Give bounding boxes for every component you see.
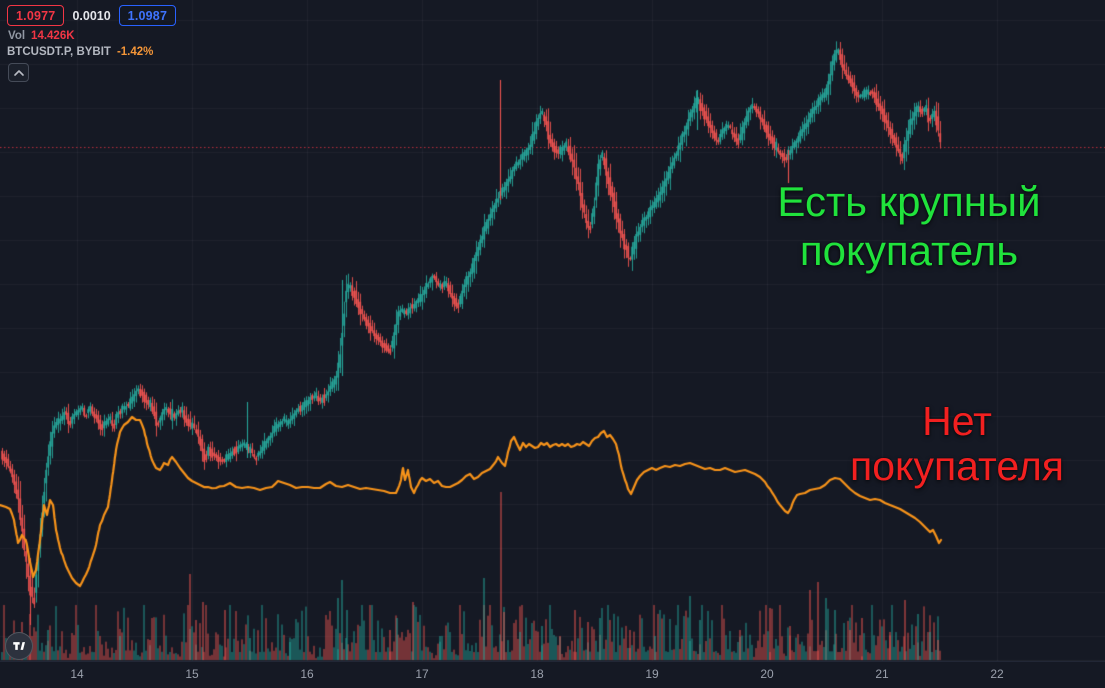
- annotation-big-buyer[interactable]: Есть крупный покупатель: [777, 178, 1041, 274]
- time-axis-label: 20: [760, 667, 774, 681]
- time-axis-label: 19: [645, 667, 659, 681]
- time-axis-label: 15: [185, 667, 199, 681]
- price-badge-high-value: 1.0987: [127, 8, 168, 23]
- symbol-change: -1.42%: [116, 46, 154, 58]
- price-badges-row: 1.0977 0.0010 1.0987: [7, 5, 177, 26]
- time-axis-label: 21: [875, 667, 889, 681]
- symbol-row: BTCUSDT.P, BYBIT -1.42%: [7, 46, 176, 58]
- symbol-name[interactable]: BTCUSDT.P, BYBIT: [7, 46, 111, 58]
- annotation-no-buyer[interactable]: Нет покупателя: [850, 398, 1064, 489]
- tradingview-logo[interactable]: [5, 632, 33, 660]
- time-axis-label: 14: [70, 667, 84, 681]
- price-badge-high: 1.0987: [118, 5, 177, 26]
- time-axis-label: 18: [530, 667, 544, 681]
- time-axis-label: 17: [415, 667, 429, 681]
- volume-label: Vol: [8, 30, 26, 42]
- time-axis-label: 22: [990, 667, 1004, 681]
- legend-collapse-button[interactable]: [8, 63, 29, 82]
- chart-legend: 1.0977 0.0010 1.0987 Vol 14.426K BTCUSDT…: [7, 5, 177, 82]
- tradingview-logo-icon: [13, 642, 25, 650]
- volume-row: Vol 14.426K: [7, 30, 176, 42]
- price-spread-value: 0.0010: [72, 8, 111, 23]
- chevron-up-icon: [13, 69, 24, 76]
- time-axis-label: 16: [300, 667, 314, 681]
- volume-value: 14.426K: [31, 30, 75, 42]
- price-badge-low: 1.0977: [7, 5, 65, 26]
- price-badge-low-value: 1.0977: [16, 8, 56, 23]
- time-axis[interactable]: 14 15 16 17 18 19 20 21 22: [0, 661, 1105, 688]
